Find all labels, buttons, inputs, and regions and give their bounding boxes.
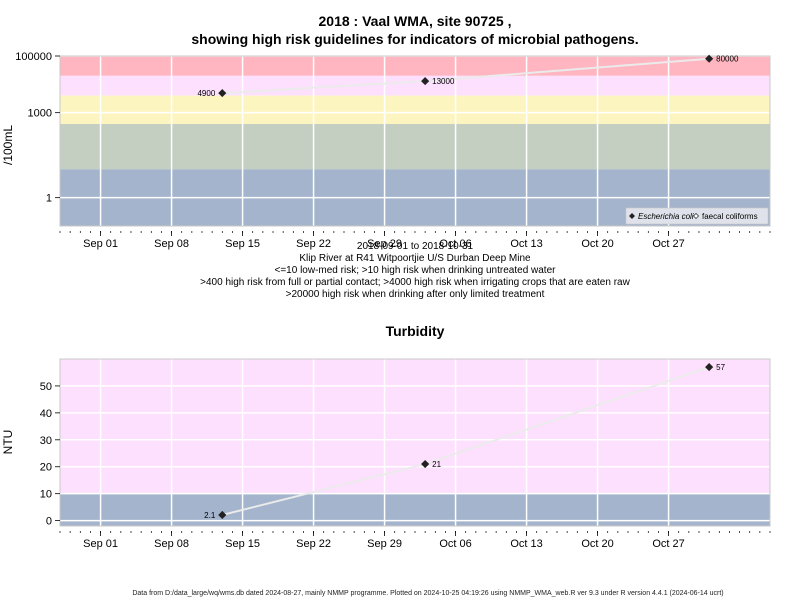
data-point-label: 21: [432, 460, 441, 469]
x-tick-label: Sep 01: [83, 238, 118, 250]
legend-marker: [629, 213, 635, 219]
subtitle-guideline-2: >400 high risk from full or partial cont…: [200, 277, 630, 288]
data-point-marker: [705, 363, 714, 372]
chart-title-line-2: showing high risk guidelines for indicat…: [191, 31, 638, 47]
x-tick-label: Oct 27: [652, 238, 684, 250]
turbidity-title: Turbidity: [386, 323, 445, 339]
footer-note: Data from D:/data_large/wq/wms.db dated …: [132, 590, 723, 597]
y-tick-label: 0: [46, 516, 52, 528]
risk-band: [60, 123, 770, 170]
risk-band: [60, 56, 770, 76]
x-tick-label: Sep 29: [367, 238, 402, 250]
data-point-label: 13000: [432, 77, 455, 86]
data-point-label: 57: [716, 363, 725, 372]
x-tick-label: Oct 27: [652, 538, 684, 550]
x-tick-label: Sep 01: [83, 538, 118, 550]
data-point-marker: [218, 510, 227, 520]
subtitle-guideline-1: <=10 low-med risk; >10 high risk when dr…: [275, 265, 557, 276]
legend-label: Escherichia coli: [638, 212, 694, 221]
risk-band: [60, 75, 770, 96]
y-axis-label: /100mL: [1, 125, 15, 165]
y-tick-label: 100000: [15, 51, 52, 63]
x-tick-label: Sep 08: [154, 238, 189, 250]
x-tick-label: Oct 20: [581, 238, 613, 250]
legend-marker: [693, 213, 699, 219]
legend: Escherichia coli faecal coliforms: [625, 207, 769, 225]
legend-label: faecal coliforms: [702, 212, 758, 221]
y-tick-label: 1000: [28, 108, 52, 120]
y-tick-label: 40: [40, 408, 52, 420]
x-tick-label: Oct 20: [581, 538, 613, 550]
data-point-label: 2.1: [204, 511, 216, 520]
plot-frame: [59, 358, 771, 527]
risk-band: [60, 359, 770, 494]
turbidity-y-axis-label: NTU: [1, 430, 15, 455]
data-point-marker: [421, 77, 430, 86]
y-tick-label: 1: [46, 193, 52, 205]
x-tick-label: Oct 13: [510, 538, 542, 550]
x-tick-label: Sep 08: [154, 538, 189, 550]
x-tick-label: Oct 06: [439, 538, 471, 550]
subtitle-site-name: Klip River at R41 Witpoortjie U/S Durban…: [299, 253, 531, 264]
y-tick-label: 30: [40, 435, 52, 447]
y-tick-label: 10: [40, 489, 52, 501]
turbidity-plot-area: Sep 01 Sep 08 Sep 15 Sep 22 Sep 29 Oct 06 Oct …: [40, 358, 771, 550]
data-point-marker: [218, 89, 227, 98]
data-point-marker: [705, 54, 714, 63]
x-tick-label: Oct 06: [439, 238, 471, 250]
data-point-label: 80000: [716, 55, 739, 64]
subtitle-date-range: 2018-09-01 to 2018-10-31: [357, 241, 474, 252]
y-tick-label: 50: [40, 381, 52, 393]
subtitle-guideline-3: >20000 high risk when drinking after onl…: [286, 289, 545, 300]
chart-title-line-1: 2018 : Vaal WMA, site 90725 ,: [319, 13, 512, 29]
risk-band: [60, 95, 770, 124]
x-tick-label: Sep 15: [225, 538, 260, 550]
ecoli-plot-area: Sep 01 Sep 08 Sep 15 Sep 22 Sep 29 Oct 06 Oct …: [15, 51, 771, 250]
data-point-marker: [421, 459, 430, 469]
y-tick-label: 20: [40, 462, 52, 474]
data-point-label: 4900: [197, 89, 215, 98]
x-tick-label: Sep 22: [296, 538, 331, 550]
x-tick-label: Sep 15: [225, 238, 260, 250]
plot-frame: [59, 55, 771, 227]
x-tick-label: Sep 22: [296, 238, 331, 250]
x-tick-label: Sep 29: [367, 538, 402, 550]
x-tick-label: Oct 13: [510, 238, 542, 250]
